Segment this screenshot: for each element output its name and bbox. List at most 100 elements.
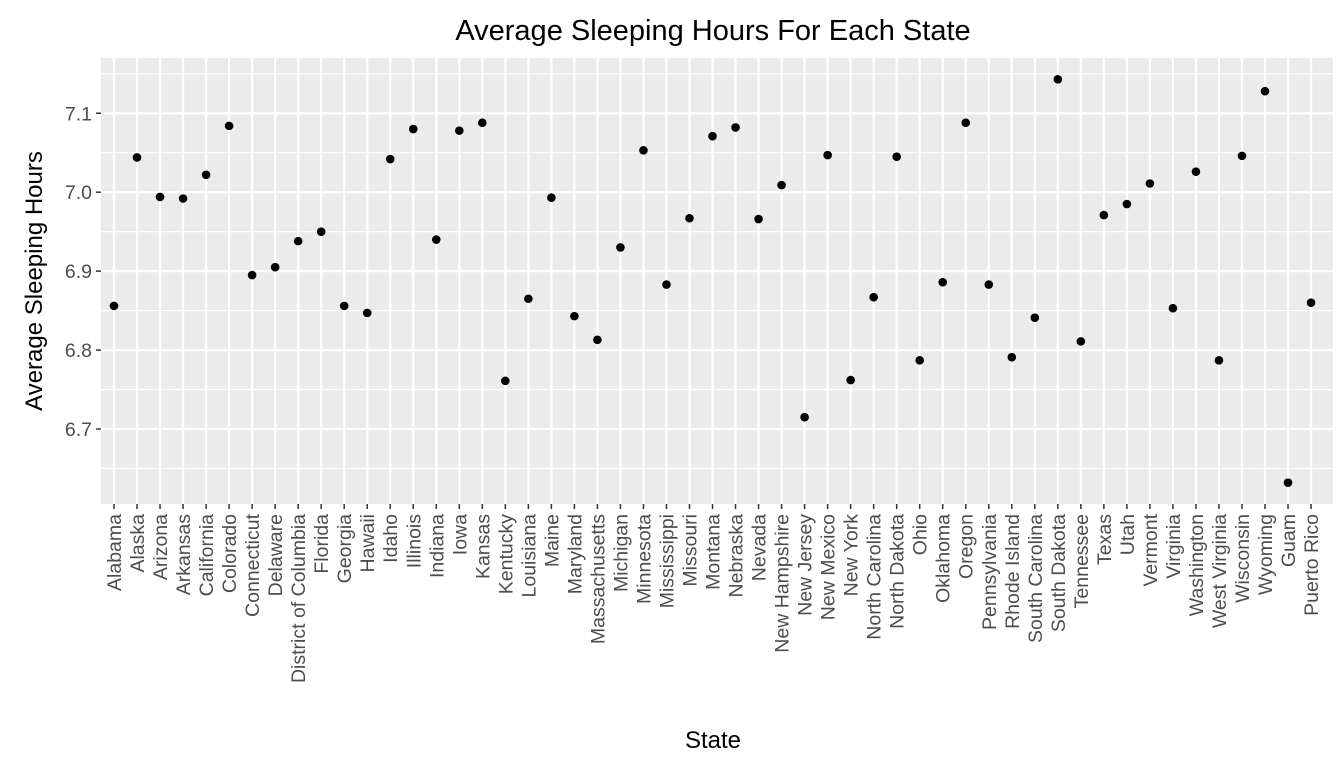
- data-points: [109, 75, 1316, 487]
- x-tick-label: Tennessee: [1071, 514, 1093, 608]
- x-tick-label: Arizona: [150, 514, 172, 580]
- x-tick-label: Hawaii: [357, 514, 379, 573]
- data-point: [155, 192, 165, 202]
- x-tick-label: District of Columbia: [288, 514, 310, 683]
- x-tick-label: Montana: [703, 514, 725, 590]
- data-point: [1053, 75, 1063, 84]
- x-tick-label: Virginia: [1163, 514, 1185, 579]
- x-tick-label: Michigan: [610, 514, 632, 592]
- x-tick-label: Maryland: [564, 514, 586, 594]
- data-point: [1099, 210, 1109, 220]
- data-point: [547, 193, 556, 203]
- data-point: [570, 311, 579, 321]
- x-tick-label: Puerto Rico: [1301, 514, 1323, 616]
- x-tick-label: Utah: [1117, 514, 1139, 555]
- x-tick-label: North Dakota: [887, 514, 909, 629]
- x-tick-label: Alabama: [104, 514, 126, 591]
- x-tick-label: Oklahoma: [933, 514, 955, 603]
- data-point: [316, 227, 326, 236]
- data-point: [1237, 151, 1247, 161]
- data-point: [754, 214, 763, 224]
- x-tick-label: Wyoming: [1255, 514, 1277, 595]
- x-tick-label: Arkansas: [173, 514, 195, 596]
- data-point: [109, 301, 119, 311]
- data-point: [1076, 337, 1086, 346]
- data-point: [293, 236, 303, 246]
- x-tick-label: California: [196, 514, 218, 597]
- data-point: [915, 356, 924, 365]
- data-point: [362, 308, 372, 318]
- data-point: [938, 277, 948, 287]
- y-tick-label: 6.9: [65, 261, 92, 283]
- data-point: [1283, 478, 1293, 487]
- y-tick-label: 7.0: [65, 182, 92, 204]
- x-tick-label: Nevada: [749, 514, 771, 581]
- data-point: [501, 376, 510, 386]
- x-tick-label: Ohio: [910, 514, 932, 555]
- data-point: [201, 170, 211, 180]
- x-tick-label: Massachusetts: [587, 514, 609, 644]
- x-tick-label: Colorado: [219, 514, 241, 593]
- data-point: [247, 270, 257, 280]
- data-point: [731, 123, 740, 132]
- x-axis-title: State: [685, 727, 741, 754]
- x-tick-label: Pennsylvania: [979, 514, 1001, 630]
- y-tick-label: 7.1: [65, 103, 92, 125]
- x-tick-label: Georgia: [334, 514, 356, 584]
- x-tick-label: New York: [841, 514, 863, 597]
- x-tick-label: Washington: [1186, 514, 1208, 616]
- x-tick-label: New Hampshire: [772, 514, 794, 653]
- data-point: [846, 375, 855, 385]
- data-point: [455, 126, 464, 135]
- data-point: [431, 235, 441, 244]
- x-tick-label: South Carolina: [1025, 514, 1047, 643]
- data-point: [616, 243, 625, 252]
- data-point: [800, 412, 809, 422]
- x-tick-label: Kansas: [472, 514, 494, 579]
- x-tick-label: South Dakota: [1048, 514, 1070, 632]
- chart-title: Average Sleeping Hours For Each State: [455, 15, 970, 47]
- x-tick-label: Iowa: [449, 514, 471, 555]
- data-point: [270, 262, 280, 272]
- data-point: [1122, 199, 1132, 209]
- data-point: [478, 118, 487, 128]
- data-point: [1214, 356, 1224, 365]
- data-point: [777, 180, 786, 190]
- x-tick-label: Texas: [1094, 514, 1116, 565]
- major-gridlines: [101, 58, 1333, 504]
- x-tick-label: New Mexico: [818, 514, 840, 620]
- x-tick-label: Wisconsin: [1232, 514, 1254, 603]
- x-tick-label: Rhode Island: [1002, 514, 1024, 629]
- data-point: [685, 213, 694, 223]
- x-tick-label: Mississippi: [656, 514, 678, 608]
- data-point: [639, 146, 648, 155]
- x-tick-label: Minnesota: [633, 514, 655, 604]
- x-tick-label: Kentucky: [495, 514, 517, 594]
- data-point: [708, 131, 717, 141]
- data-point: [1306, 298, 1316, 308]
- x-tick-label: Illinois: [403, 514, 425, 568]
- x-tick-label: Maine: [541, 514, 563, 567]
- x-tick-label: Louisiana: [518, 514, 540, 598]
- x-tick-label: Nebraska: [726, 514, 748, 598]
- plot-panel: [101, 58, 1333, 504]
- y-axis-title: Average Sleeping Hours: [21, 151, 48, 411]
- x-tick-label: Oregon: [956, 514, 978, 579]
- data-point: [662, 280, 671, 289]
- data-point: [178, 194, 188, 203]
- data-point: [385, 154, 395, 164]
- y-axis: 6.7 6.8 6.9 7.0 7.1: [65, 103, 101, 441]
- x-tick-label: Connecticut: [242, 513, 264, 617]
- x-axis: Alabama Alaska Arizona Arkansas California Co…: [104, 504, 1323, 683]
- x-tick-label: Delaware: [265, 514, 287, 596]
- data-point: [339, 301, 349, 311]
- x-tick-label: New Jersey: [795, 514, 817, 616]
- x-tick-label: North Carolina: [864, 514, 886, 640]
- data-point: [961, 118, 971, 128]
- data-point: [869, 292, 878, 302]
- data-point: [1007, 352, 1017, 362]
- data-point: [524, 294, 533, 304]
- data-point: [1168, 303, 1178, 313]
- x-tick-label: West Virginia: [1209, 514, 1231, 628]
